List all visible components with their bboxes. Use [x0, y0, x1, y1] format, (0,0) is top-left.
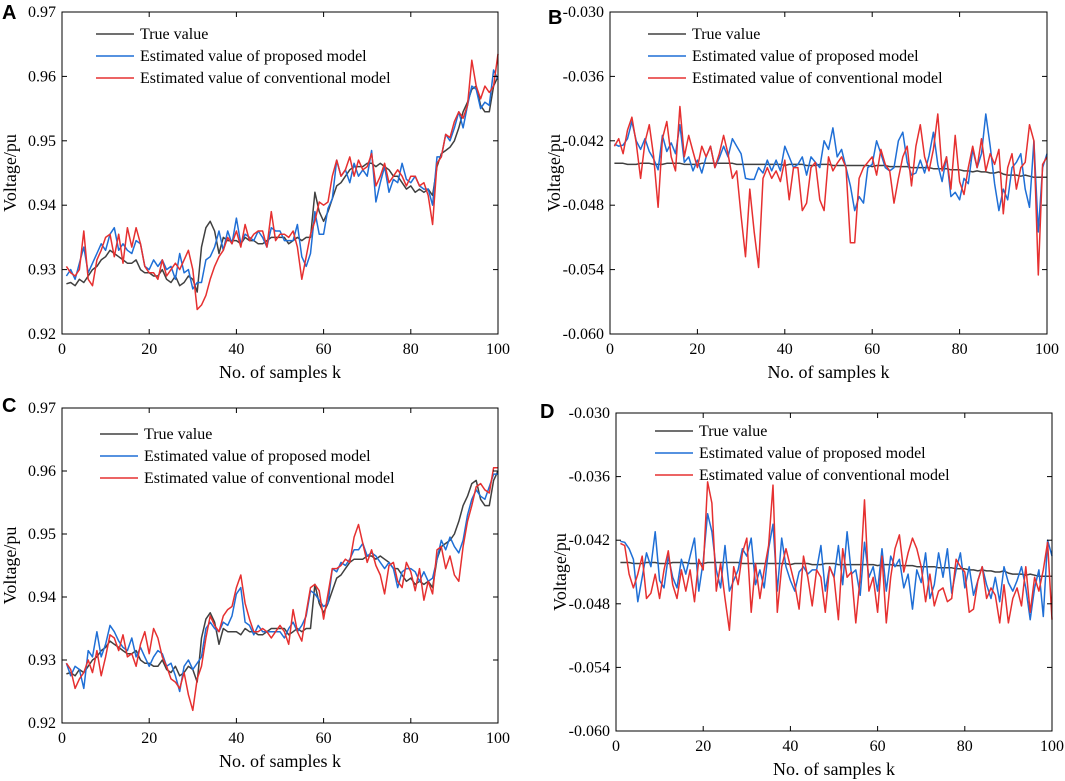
y-tick-label: 0.97 [28, 400, 56, 417]
x-tick-label: 0 [58, 341, 66, 358]
legend-entry: Estimated value of proposed model [692, 48, 919, 65]
y-tick-label: 0.96 [28, 463, 56, 480]
y-tick-label: 0.94 [28, 197, 56, 214]
x-tick-label: 80 [952, 341, 968, 358]
y-tick-label: -0.030 [569, 405, 610, 422]
y-tick-label: -0.030 [563, 4, 604, 21]
legend: True value Estimated value of proposed mo… [655, 423, 950, 484]
panel-label: A [2, 2, 16, 24]
legend-entry: True value [699, 423, 767, 440]
chart-panel-a: A 0 20 40 60 80 100 0.92 0.93 0.94 0.95 0.96 0.97 No.… [0, 2, 510, 382]
legend-entry: Estimated value of proposed model [699, 445, 926, 462]
series-line-1 [66, 76, 499, 293]
y-axis-label: Voltage/pu [0, 527, 20, 605]
plot-frame [61, 11, 499, 335]
panel-label: B [548, 7, 562, 29]
x-tick-label: 20 [695, 738, 711, 755]
y-axis-label: Voltage/pu [544, 134, 564, 212]
y-tick-label: -0.042 [563, 133, 604, 150]
y-tick-label: 0.95 [28, 526, 56, 543]
x-tick-label: 0 [612, 738, 620, 755]
legend: True value Estimated value of proposed mo… [100, 426, 395, 487]
series-line-3 [65, 53, 499, 311]
series-line-3 [613, 105, 1048, 276]
panel-label: C [2, 395, 16, 417]
panel-label: D [540, 401, 554, 423]
x-tick-label: 0 [58, 730, 66, 747]
y-tick-label: 0.96 [28, 68, 56, 85]
x-tick-label: 20 [689, 341, 705, 358]
x-tick-label: 100 [1035, 341, 1059, 358]
series-line-3 [620, 481, 1053, 632]
chart-panel-d: D 0 20 40 60 80 100 -0.060 -0.054 -0.048 -0.042 -0.… [540, 401, 1064, 779]
legend-entry: Estimated value of proposed model [144, 448, 371, 465]
y-tick-label: -0.060 [569, 723, 610, 740]
y-tick-label: -0.054 [563, 262, 604, 279]
y-tick-label: -0.036 [563, 68, 604, 85]
x-tick-label: 0 [606, 341, 614, 358]
y-tick-label: -0.048 [563, 197, 604, 214]
y-tick-label: -0.054 [569, 659, 610, 676]
legend: True value Estimated value of proposed mo… [96, 26, 391, 87]
x-tick-label: 80 [957, 738, 973, 755]
y-tick-label: 0.95 [28, 133, 56, 150]
series-line-2 [65, 69, 499, 290]
x-tick-label: 60 [870, 738, 886, 755]
x-tick-label: 40 [228, 730, 244, 747]
chart-panel-b: B 0 20 40 60 80 100 -0.060 -0.054 -0.048 -0.042 -0.… [544, 4, 1059, 382]
legend-entry: True value [140, 26, 208, 43]
legend-entry: Estimated value of conventional model [140, 70, 391, 87]
x-tick-label: 80 [403, 730, 419, 747]
x-tick-label: 60 [316, 730, 332, 747]
series-line-2 [614, 113, 1048, 233]
y-axis-label: Voltage/pu [550, 533, 570, 611]
x-tick-label: 60 [316, 341, 332, 358]
y-tick-label: 0.93 [28, 262, 56, 279]
x-tick-label: 100 [1040, 738, 1064, 755]
legend-entry: Estimated value of conventional model [699, 467, 950, 484]
legend-entry: Estimated value of conventional model [144, 470, 395, 487]
y-tick-label: 0.92 [28, 326, 56, 343]
x-tick-label: 100 [486, 730, 510, 747]
y-tick-label: 0.94 [28, 589, 56, 606]
x-axis-label: No. of samples k [219, 751, 341, 771]
y-tick-label: 0.97 [28, 4, 56, 21]
x-tick-label: 60 [864, 341, 880, 358]
chart-panel-c: C 0 20 40 60 80 100 0.92 0.93 0.94 0.95 0.96 0.97 No.… [0, 395, 510, 771]
plot-frame [609, 11, 1048, 335]
x-tick-label: 20 [141, 730, 157, 747]
x-tick-label: 40 [777, 341, 793, 358]
y-tick-label: 0.93 [28, 652, 56, 669]
x-tick-label: 20 [141, 341, 157, 358]
y-tick-label: -0.048 [569, 596, 610, 613]
x-tick-label: 40 [782, 738, 798, 755]
y-axis-label: Voltage/pu [0, 134, 20, 212]
plot-frame [61, 407, 499, 724]
y-tick-label: -0.042 [569, 532, 610, 549]
plot-frame [615, 412, 1053, 732]
x-tick-label: 100 [486, 341, 510, 358]
y-tick-label: -0.036 [569, 469, 610, 486]
y-tick-label: 0.92 [28, 715, 56, 732]
legend-entry: True value [144, 426, 212, 443]
x-axis-label: No. of samples k [773, 759, 895, 779]
x-axis-label: No. of samples k [768, 362, 890, 382]
legend-entry: True value [692, 26, 760, 43]
legend-entry: Estimated value of proposed model [140, 48, 367, 65]
y-tick-label: -0.060 [563, 326, 604, 343]
x-axis-label: No. of samples k [219, 362, 341, 382]
legend: True value Estimated value of proposed mo… [648, 26, 943, 87]
x-tick-label: 40 [228, 341, 244, 358]
x-tick-label: 80 [403, 341, 419, 358]
series-line-3 [65, 467, 498, 712]
legend-entry: Estimated value of conventional model [692, 70, 943, 87]
